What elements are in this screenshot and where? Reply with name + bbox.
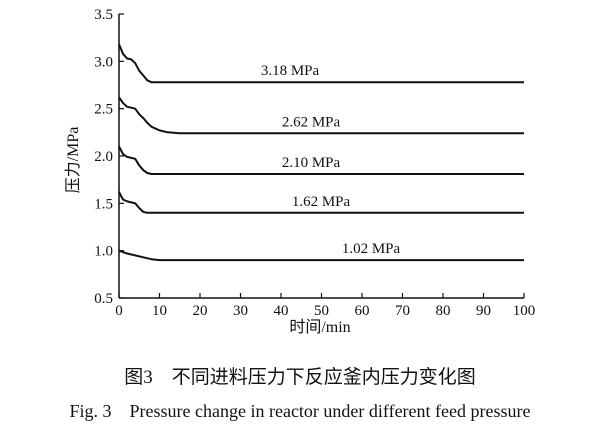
figure-caption-english: Fig. 3 Pressure change in reactor under … (69, 401, 531, 421)
x-tick-label: 40 (274, 303, 289, 319)
x-ticks: 0 10 20 30 40 50 60 70 80 90 100 (115, 293, 535, 319)
y-tick-label: 0.5 (94, 291, 113, 307)
x-tick-label: 30 (233, 303, 248, 319)
x-axis-title: 时间/min (289, 318, 350, 336)
x-tick-label: 0 (115, 303, 123, 319)
series-line (118, 249, 524, 262)
y-tick-label: 3.5 (94, 7, 113, 23)
x-tick-label: 60 (355, 303, 370, 319)
x-tick-label: 20 (193, 303, 208, 319)
series-line (118, 96, 524, 135)
series-lines (118, 43, 524, 262)
series-label: 3.18 MPa (261, 63, 320, 79)
series-line (118, 191, 524, 214)
x-tick-label: 70 (395, 303, 410, 319)
y-tick-label: 1.0 (94, 244, 113, 260)
y-tick-label: 1.5 (94, 196, 113, 212)
x-tick-label: 50 (314, 303, 329, 319)
x-tick-label: 80 (436, 303, 451, 319)
y-axis-title: 压力/MPa (64, 127, 82, 194)
series-line (118, 146, 524, 175)
x-tick-label: 100 (513, 303, 536, 319)
x-tick-label: 90 (476, 303, 491, 319)
series-label: 2.10 MPa (282, 155, 341, 171)
x-tick-label: 10 (152, 303, 167, 319)
y-ticks: 0.5 1.0 1.5 2.0 2.5 3.0 3.5 (94, 7, 124, 307)
y-tick-label: 2.0 (94, 149, 113, 165)
series-label: 1.62 MPa (292, 194, 351, 210)
y-tick-label: 2.5 (94, 102, 113, 118)
series-label: 2.62 MPa (282, 114, 341, 130)
series-label: 1.02 MPa (342, 241, 401, 257)
figure-caption-chinese: 图3 不同进料压力下反应釜内压力变化图 (124, 367, 476, 388)
series-labels: 3.18 MPa 2.62 MPa 2.10 MPa 1.62 MPa 1.02 MPa (261, 63, 401, 257)
series-line (118, 43, 524, 84)
y-tick-label: 3.0 (94, 54, 113, 70)
